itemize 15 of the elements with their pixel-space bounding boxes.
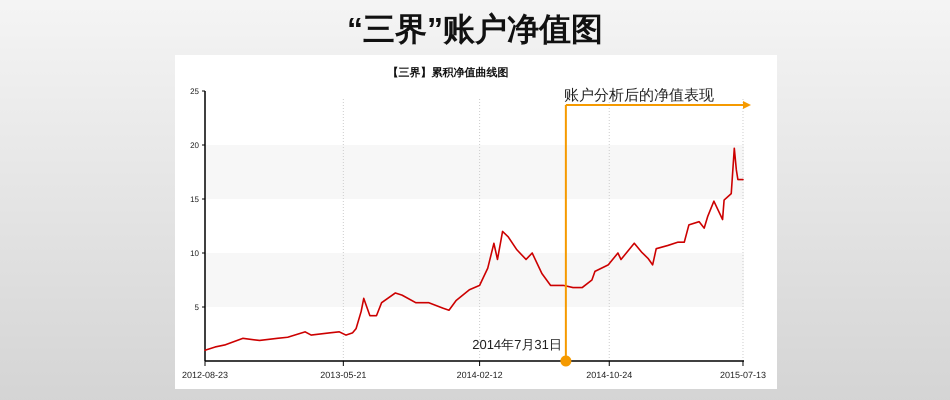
chart-subtitle: 【三界】累积净值曲线图 bbox=[388, 66, 508, 79]
x-tick-label: 2012-08-23 bbox=[182, 370, 228, 380]
x-tick-label: 2013-05-21 bbox=[320, 370, 366, 380]
annotation: 账户分析后的净值表现 bbox=[564, 87, 714, 104]
ref-line-label: 2014年7月31日 bbox=[472, 337, 562, 352]
y-tick-label: 15 bbox=[190, 195, 200, 204]
y-tick-label: 25 bbox=[190, 87, 200, 96]
y-tick-label: 10 bbox=[190, 249, 200, 258]
line-series bbox=[204, 147, 744, 351]
chart-title: “三界”账户净值图 bbox=[347, 11, 603, 47]
y-tick-label: 5 bbox=[194, 303, 200, 312]
x-tick-label: 2015-07-13 bbox=[720, 370, 766, 380]
x-tick-label: 2014-02-12 bbox=[456, 370, 503, 380]
x-tick-label: 2014-10-24 bbox=[586, 370, 632, 380]
y-tick-label: 20 bbox=[190, 141, 200, 150]
